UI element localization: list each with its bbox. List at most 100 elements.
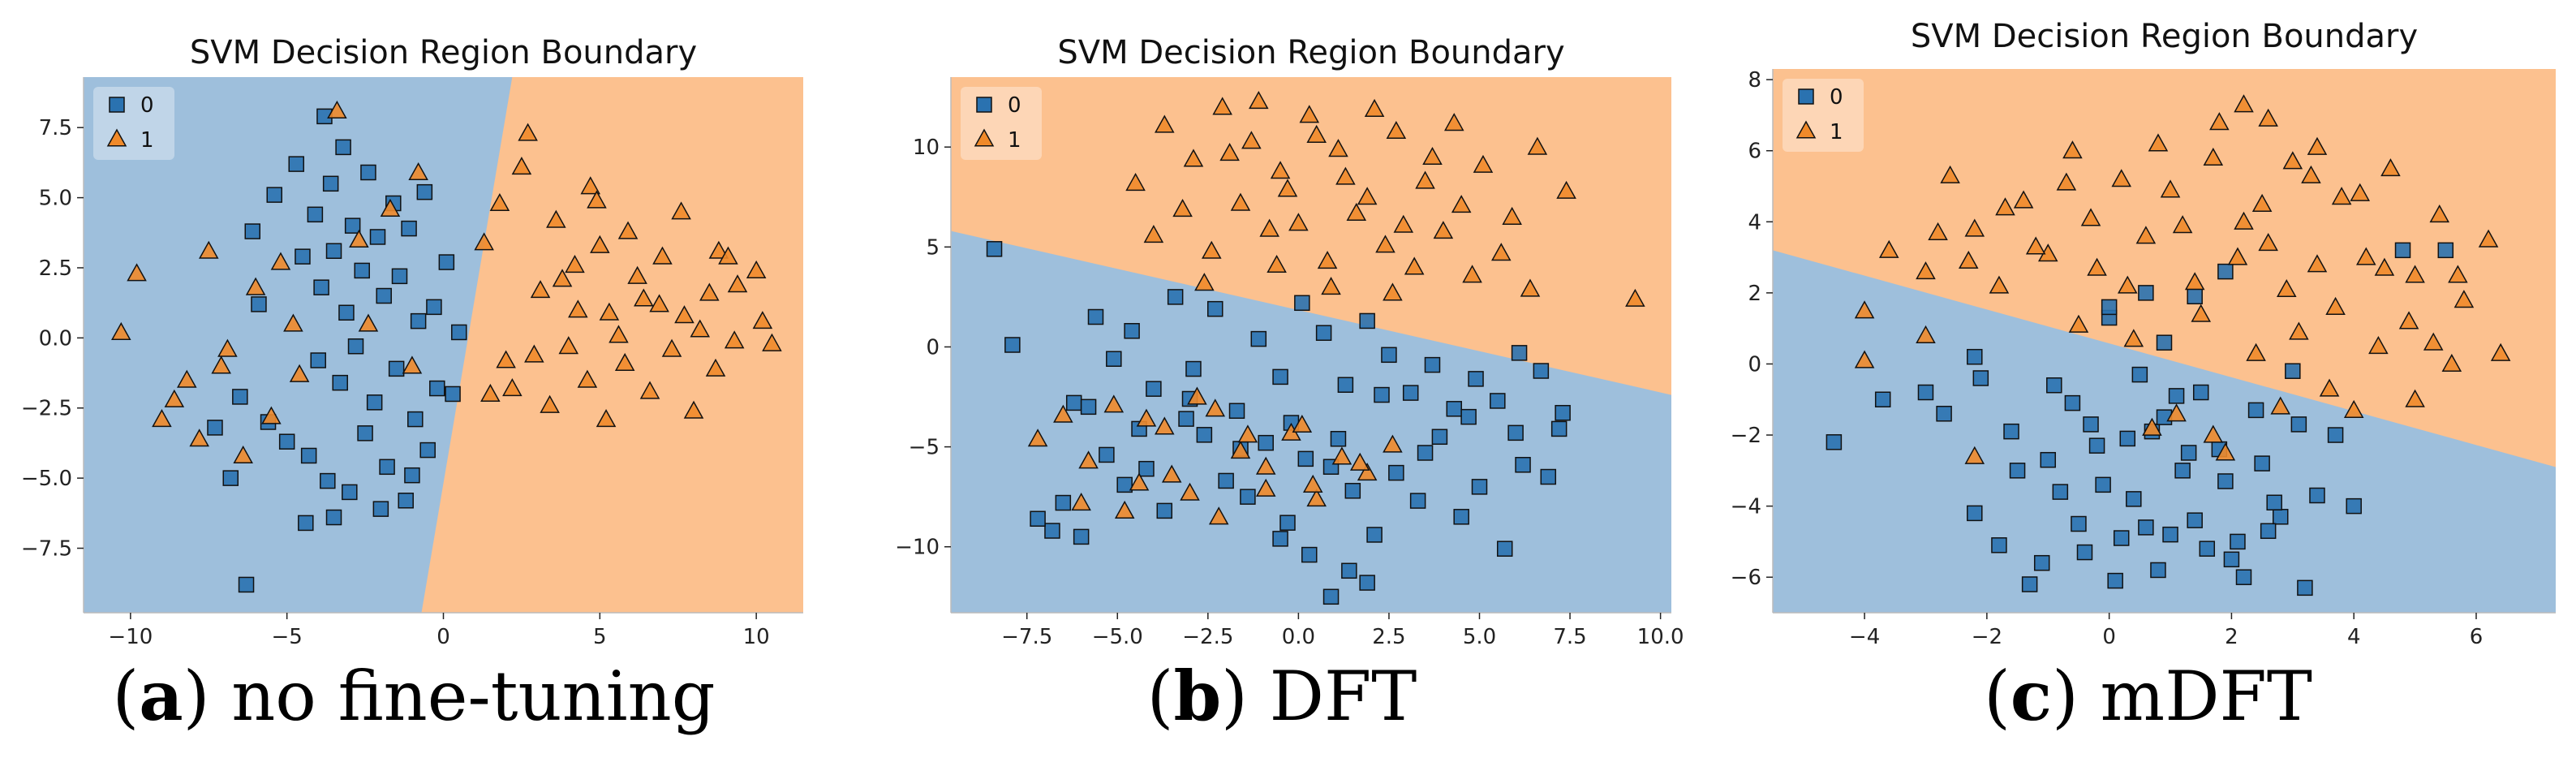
data-point-class-1 <box>577 369 598 388</box>
data-point-class-1 <box>1143 225 1164 243</box>
data-point-class-1 <box>1995 197 2015 216</box>
data-point-class-1 <box>2191 304 2212 322</box>
data-point-class-1 <box>1103 394 1125 413</box>
caption-text: DFT <box>1269 657 1417 736</box>
data-point-class-0 <box>1533 363 1550 379</box>
data-point-class-0 <box>1099 446 1115 463</box>
chart-panel-c: SVM Decision Region Boundary −4 −2 0 2 4 6 −6 −4… <box>1720 0 2576 649</box>
data-point-class-0 <box>2272 509 2289 525</box>
legend-label-class-1: 1 <box>140 128 154 153</box>
data-point-class-0 <box>2107 572 2123 589</box>
data-point-class-1 <box>587 190 607 209</box>
data-point-class-1 <box>1125 172 1146 192</box>
y-tick-label: 2.5 <box>39 256 72 281</box>
data-point-class-1 <box>2374 257 2395 276</box>
legend: 01 <box>1783 79 1864 152</box>
data-point-class-0 <box>372 501 389 517</box>
data-point-class-1 <box>2423 332 2444 351</box>
data-point-class-1 <box>2405 389 2425 407</box>
data-point-class-1 <box>2062 140 2083 159</box>
data-point-class-1 <box>211 355 231 374</box>
data-point-class-1 <box>565 254 585 273</box>
data-point-class-0 <box>307 206 324 223</box>
data-point-class-0 <box>1496 541 1513 557</box>
data-point-class-0 <box>2327 427 2344 443</box>
data-point-class-1 <box>2251 193 2273 212</box>
x-tick-label: −5.0 <box>1092 625 1143 649</box>
data-point-class-0 <box>1124 323 1140 339</box>
data-point-class-0 <box>391 268 408 285</box>
data-point-class-1 <box>1854 350 1875 368</box>
data-point-class-0 <box>2156 334 2173 351</box>
data-point-class-1 <box>1335 166 1356 185</box>
data-point-class-0 <box>1359 575 1375 591</box>
data-point-class-1 <box>2172 215 2193 234</box>
y-tick-label: 0.0 <box>39 326 72 351</box>
data-point-class-1 <box>1202 240 1222 259</box>
data-point-class-0 <box>320 472 336 489</box>
data-point-class-0 <box>1065 394 1082 411</box>
data-point-class-0 <box>1146 381 1162 397</box>
data-point-class-1 <box>1433 221 1454 239</box>
legend-label-class-1: 1 <box>1008 128 1021 153</box>
data-point-class-1 <box>1964 218 1985 237</box>
decision-region-class-1 <box>1773 69 2556 467</box>
data-point-class-1 <box>1520 278 1541 297</box>
data-point-class-1 <box>1321 277 1341 295</box>
data-point-class-0 <box>1337 377 1354 394</box>
data-point-class-0 <box>1936 406 1952 422</box>
data-point-class-1 <box>1237 424 1258 443</box>
series-class-0 <box>1826 242 2454 596</box>
legend-label-class-1: 1 <box>1830 120 1843 144</box>
data-point-class-1 <box>1854 300 1875 319</box>
data-point-class-1 <box>2282 151 2303 170</box>
data-point-class-1 <box>2080 208 2101 226</box>
data-point-class-0 <box>416 183 433 200</box>
data-point-class-1 <box>540 394 560 413</box>
data-point-class-0 <box>2235 569 2252 585</box>
data-point-class-0 <box>1080 398 1097 416</box>
data-point-class-0 <box>2260 523 2277 540</box>
scatter-chart-b: SVM Decision Region Boundary −7.5 −5.0 −2.5… <box>895 34 1684 649</box>
data-point-class-1 <box>511 157 532 175</box>
data-point-class-0 <box>1206 300 1223 317</box>
data-point-class-0 <box>388 360 405 377</box>
data-point-class-0 <box>1106 351 1122 367</box>
data-point-class-1 <box>546 209 566 228</box>
data-point-class-0 <box>2083 416 2099 433</box>
data-point-class-0 <box>2285 363 2301 379</box>
data-point-class-1 <box>2325 296 2346 315</box>
data-point-class-1 <box>552 269 573 287</box>
legend-label-class-0: 0 <box>1008 93 1021 118</box>
data-point-class-1 <box>2343 399 2364 418</box>
legend-box <box>1783 79 1864 152</box>
data-point-class-1 <box>289 364 310 382</box>
series-class-1 <box>1027 91 1645 525</box>
caption-letter: b <box>1173 656 1222 736</box>
data-point-class-1 <box>1916 261 1936 280</box>
data-point-class-0 <box>332 374 348 391</box>
data-point-class-0 <box>1116 476 1133 493</box>
data-point-class-1 <box>596 409 617 428</box>
data-point-class-1 <box>480 383 501 403</box>
caption-a: (a) no fine-tuning <box>112 656 716 736</box>
data-point-class-0 <box>2230 533 2246 550</box>
data-point-class-1 <box>176 369 197 388</box>
data-point-class-1 <box>152 409 172 428</box>
data-point-class-0 <box>2113 530 2130 546</box>
data-point-class-0 <box>986 241 1003 257</box>
data-point-class-1 <box>614 352 635 372</box>
data-point-class-1 <box>1027 429 1048 447</box>
data-point-class-0 <box>1555 404 1571 421</box>
data-point-class-1 <box>1346 202 1367 222</box>
data-point-class-1 <box>2258 233 2278 252</box>
caption-letter: a <box>139 656 183 736</box>
data-point-class-1 <box>2142 417 2162 436</box>
data-point-class-1 <box>2087 257 2107 276</box>
data-point-class-0 <box>1424 356 1441 373</box>
data-point-class-1 <box>1878 239 1899 258</box>
data-point-class-0 <box>1490 393 1506 409</box>
data-point-class-0 <box>1004 337 1021 353</box>
data-point-class-0 <box>366 394 383 411</box>
data-point-class-0 <box>2138 285 2154 301</box>
